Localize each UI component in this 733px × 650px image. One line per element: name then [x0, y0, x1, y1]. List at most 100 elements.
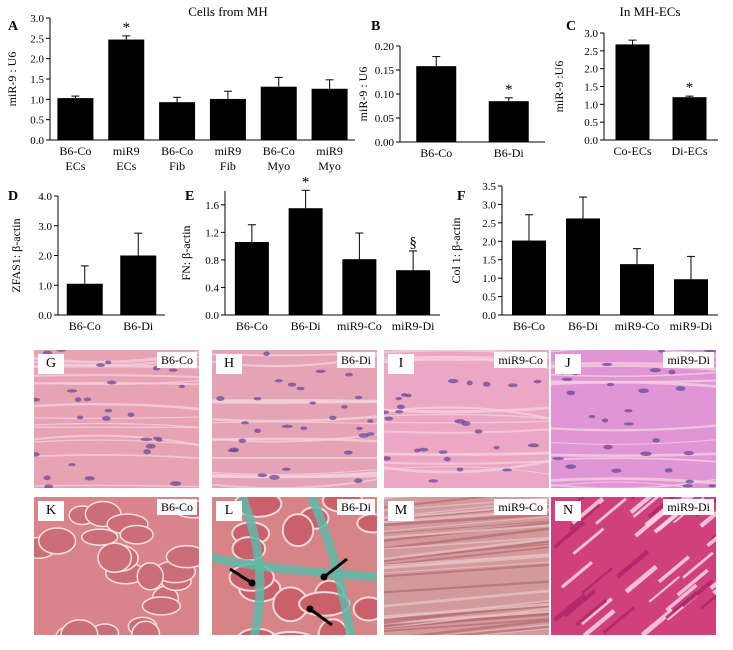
y-tick-label: 1.2	[205, 227, 219, 239]
panel-caption: B6-Di	[337, 499, 375, 515]
bar	[108, 39, 145, 141]
significance-mark: *	[302, 174, 310, 190]
y-tick-label: 0.0	[584, 135, 598, 147]
panel-caption: miR9-Co	[494, 352, 547, 368]
x-category-label: ECs	[116, 159, 136, 173]
x-category-label: miR9-Co	[615, 319, 660, 333]
panel-label: F	[457, 189, 466, 204]
x-category-label: miR9	[215, 144, 242, 158]
bar	[672, 97, 707, 140]
x-category-label: ECs	[65, 159, 85, 173]
panel-caption: B6-Co	[156, 352, 197, 368]
y-tick-label: 3.0	[30, 13, 44, 25]
y-tick-label: 0.0	[482, 310, 496, 322]
bar	[234, 241, 269, 315]
y-tick-label: 0.0	[30, 135, 44, 147]
bar	[311, 88, 348, 140]
panel-label: D	[8, 189, 18, 204]
y-axis-label: miR-9 : U6	[5, 52, 19, 107]
photo-panel-l: L B6-Di	[212, 497, 377, 635]
panel-label: N	[555, 501, 581, 521]
y-tick-label: 1.0	[30, 94, 44, 106]
x-category-label: B6-Co	[69, 319, 101, 333]
panel-label: G	[38, 354, 64, 374]
bar	[615, 44, 650, 141]
bar	[66, 283, 103, 315]
x-category-label: miR9	[113, 144, 140, 158]
x-category-label: Fib	[169, 159, 185, 173]
x-category-label: Di-ECs	[672, 144, 708, 158]
x-category-label: Fib	[220, 159, 236, 173]
y-tick-label: 0.5	[30, 115, 44, 127]
x-category-label: miR9-Di	[392, 319, 435, 333]
y-tick-label: 1.0	[482, 273, 496, 285]
bar	[416, 66, 457, 142]
y-tick-label: 3.0	[482, 199, 496, 211]
panel-label: A	[8, 19, 19, 34]
bar	[566, 218, 600, 315]
x-category-label: miR9	[316, 144, 343, 158]
bar	[57, 98, 94, 140]
y-tick-label: 1.0	[38, 280, 52, 292]
panel-label: H	[216, 354, 242, 374]
panel-label: I	[388, 354, 414, 374]
chart-title: In MH-ECs	[619, 4, 680, 19]
y-tick-label: 1.0	[584, 99, 598, 111]
bar	[396, 270, 431, 315]
photo-panel-k: K B6-Co	[34, 497, 199, 635]
y-axis-label: miR-9 : U6	[356, 67, 370, 122]
bar	[260, 86, 297, 140]
panel-label: C	[566, 19, 576, 34]
x-category-label: B6-Co	[161, 144, 193, 158]
y-tick-label: 3.0	[38, 221, 52, 233]
panel-caption: miR9-Di	[663, 352, 714, 368]
y-tick-label: 2.5	[482, 218, 496, 230]
bar	[209, 98, 246, 140]
significance-mark: *	[686, 80, 694, 96]
significance-mark: §	[409, 235, 417, 251]
y-tick-label: 2.0	[584, 64, 598, 76]
x-category-label: B6-Co	[420, 146, 452, 160]
y-tick-label: 2.0	[30, 54, 44, 66]
y-axis-label: FN: β-actin	[179, 225, 193, 280]
significance-mark: *	[123, 20, 131, 36]
x-category-label: B6-Di	[494, 146, 525, 160]
photo-panel-n: N miR9-Di	[551, 497, 716, 635]
x-category-label: B6-Di	[291, 319, 322, 333]
y-tick-label: 1.5	[30, 74, 44, 86]
x-category-label: B6-Di	[123, 319, 154, 333]
y-tick-label: 0.5	[584, 117, 598, 129]
bar	[159, 102, 196, 140]
chart-title: Cells from MH	[188, 4, 267, 19]
y-tick-label: 3.0	[584, 28, 598, 40]
panel-label: B	[371, 19, 380, 34]
x-category-label: B6-Co	[513, 319, 545, 333]
y-tick-label: 0.4	[205, 282, 219, 294]
panel-label: L	[216, 501, 242, 521]
panel-label: E	[185, 189, 194, 204]
y-tick-label: 0.05	[375, 113, 395, 125]
x-category-label: Co-ECs	[613, 144, 651, 158]
photo-panel-m: M miR9-Co	[384, 497, 549, 635]
panel-label: J	[555, 354, 581, 374]
photo-panel-h: H B6-Di	[212, 350, 377, 488]
x-category-label: B6-Co	[236, 319, 268, 333]
panel-caption: B6-Co	[156, 499, 197, 515]
y-tick-label: 0.5	[482, 292, 496, 304]
photo-panel-g: G B6-Co	[34, 350, 199, 488]
y-tick-label: 0.20	[375, 41, 395, 53]
y-tick-label: 0.10	[375, 89, 395, 101]
significance-mark: *	[505, 82, 513, 98]
panel-caption: miR9-Di	[663, 499, 714, 515]
x-category-label: B6-Co	[59, 144, 91, 158]
y-tick-label: 2.0	[482, 236, 496, 248]
x-category-label: miR9-Co	[337, 319, 382, 333]
panel-label: K	[38, 501, 64, 521]
chart-figure: A Cells from MH 0.0 0.5 1.0 1.5 2.0 2.5 3.0 miR-9…	[5, 4, 718, 333]
y-tick-label: 1.6	[205, 200, 219, 212]
y-tick-label: 0.8	[205, 255, 219, 267]
y-tick-label: 0.15	[375, 65, 395, 77]
bar	[512, 240, 546, 315]
y-tick-label: 0.00	[375, 137, 395, 149]
x-category-label: Myo	[318, 159, 341, 173]
